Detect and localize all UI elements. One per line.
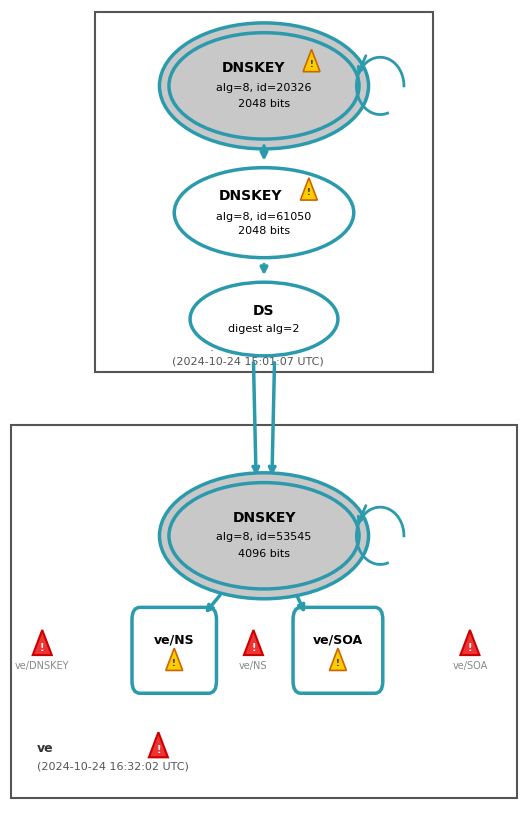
- Text: !: !: [468, 643, 472, 653]
- Text: !: !: [40, 643, 44, 653]
- Polygon shape: [460, 630, 479, 655]
- Ellipse shape: [169, 483, 359, 589]
- Text: alg=8, id=53545: alg=8, id=53545: [216, 533, 312, 542]
- Text: 4096 bits: 4096 bits: [238, 549, 290, 559]
- Text: ve/SOA: ve/SOA: [452, 661, 487, 671]
- Text: !: !: [156, 745, 161, 755]
- FancyBboxPatch shape: [95, 12, 433, 372]
- Text: (2024-10-24 16:32:02 UTC): (2024-10-24 16:32:02 UTC): [37, 762, 189, 771]
- Ellipse shape: [190, 282, 338, 356]
- Text: digest alg=2: digest alg=2: [228, 324, 300, 334]
- Text: ve/SOA: ve/SOA: [313, 634, 363, 647]
- Polygon shape: [329, 648, 346, 671]
- Ellipse shape: [159, 473, 369, 599]
- Text: ve/NS: ve/NS: [239, 661, 268, 671]
- Polygon shape: [244, 630, 263, 655]
- Text: !: !: [172, 658, 176, 667]
- Text: DNSKEY: DNSKEY: [232, 510, 296, 525]
- Polygon shape: [166, 648, 183, 671]
- FancyBboxPatch shape: [293, 607, 383, 694]
- Text: DNSKEY: DNSKEY: [219, 189, 282, 204]
- Polygon shape: [300, 178, 317, 200]
- FancyBboxPatch shape: [11, 425, 517, 798]
- Text: .: .: [209, 341, 213, 354]
- Text: DNSKEY: DNSKEY: [222, 61, 285, 75]
- Text: DS: DS: [253, 303, 275, 318]
- Text: !: !: [251, 643, 256, 653]
- Text: ve/DNSKEY: ve/DNSKEY: [15, 661, 70, 671]
- Ellipse shape: [159, 23, 369, 149]
- Polygon shape: [303, 49, 320, 72]
- Text: !: !: [307, 188, 311, 197]
- Text: alg=8, id=20326: alg=8, id=20326: [216, 83, 312, 93]
- Ellipse shape: [169, 33, 359, 139]
- Text: !: !: [309, 60, 314, 69]
- Text: !: !: [336, 658, 340, 667]
- Text: ve/NS: ve/NS: [154, 634, 194, 647]
- Text: 2048 bits: 2048 bits: [238, 226, 290, 236]
- Text: ve: ve: [37, 742, 53, 755]
- Text: (2024-10-24 15:01:07 UTC): (2024-10-24 15:01:07 UTC): [172, 357, 324, 366]
- Ellipse shape: [174, 168, 354, 258]
- Text: 2048 bits: 2048 bits: [238, 99, 290, 109]
- Text: alg=8, id=61050: alg=8, id=61050: [216, 212, 312, 222]
- Polygon shape: [149, 732, 168, 757]
- FancyBboxPatch shape: [132, 607, 216, 694]
- Polygon shape: [33, 630, 52, 655]
